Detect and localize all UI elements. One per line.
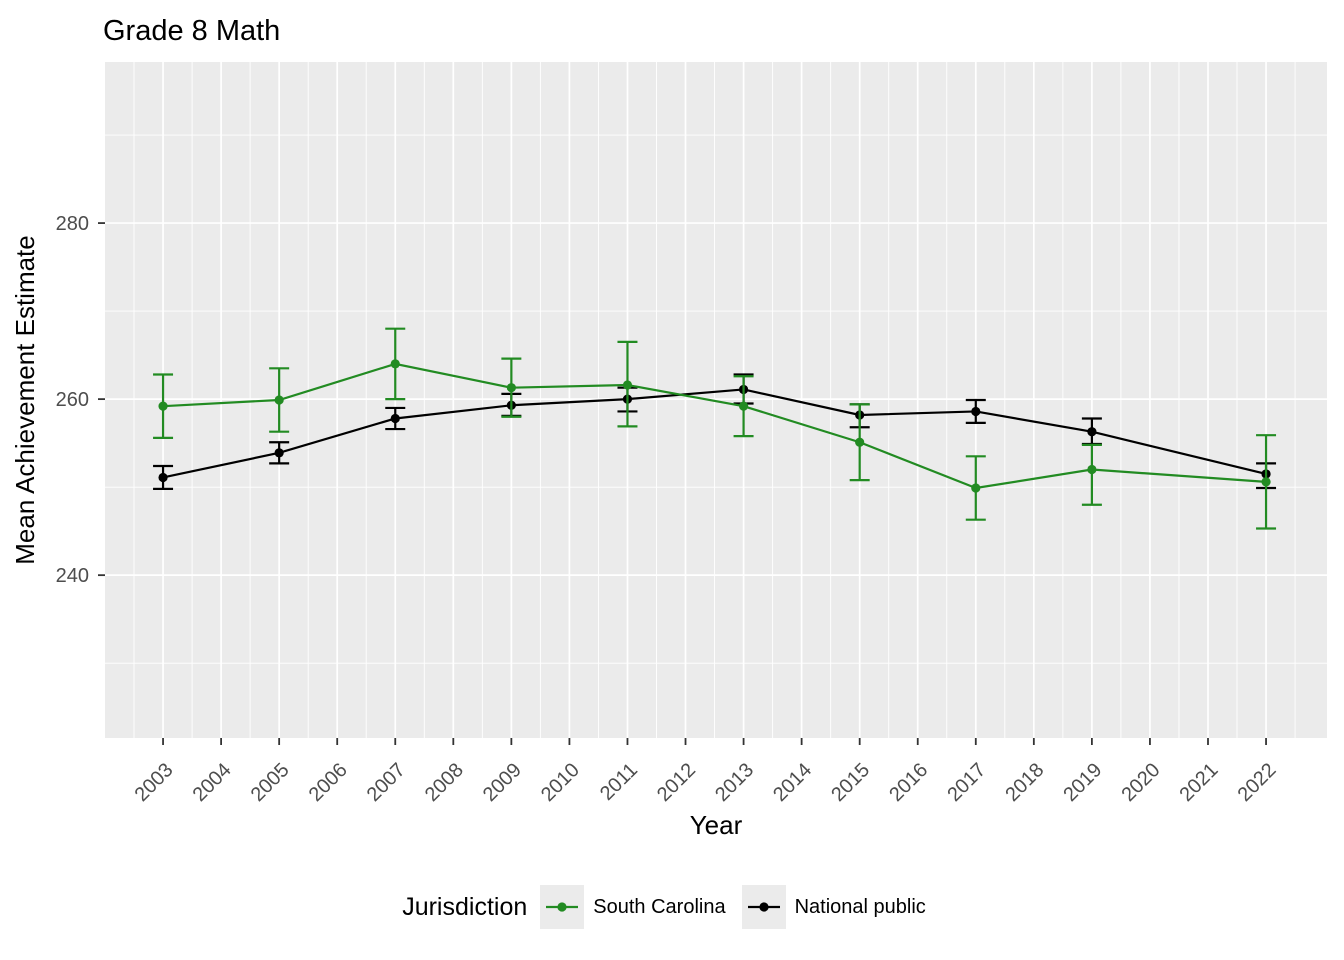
data-point: [158, 472, 168, 483]
data-point: [855, 437, 865, 447]
legend-key-south-carolina: [540, 885, 585, 929]
x-tick-label: 2018: [1001, 759, 1048, 806]
x-tick-label: 2005: [247, 759, 294, 806]
legend-entries: South Carolina National public: [540, 885, 942, 929]
data-point: [158, 401, 168, 411]
x-tick-label: 2012: [653, 759, 700, 806]
series-south-carolina: [153, 327, 1277, 530]
data-point: [390, 413, 400, 424]
legend-label: National public: [794, 895, 926, 918]
x-tick-label: 2013: [711, 759, 758, 806]
data-point: [622, 380, 633, 390]
x-tick-label: 2015: [827, 759, 874, 806]
series-line: [162, 362, 1267, 490]
x-tick-label: 2006: [305, 759, 352, 806]
x-tick-label: 2003: [131, 759, 178, 806]
legend-title: Jurisdiction: [402, 892, 528, 921]
x-tick-label: 2017: [943, 759, 990, 806]
panel-background: [105, 62, 1327, 738]
x-tick-label: 2014: [769, 759, 816, 806]
x-tick-label: 2019: [1059, 759, 1106, 806]
legend-point: [557, 902, 567, 912]
legend-label: South Carolina: [593, 895, 726, 918]
data-point: [971, 406, 981, 417]
legend-point: [758, 902, 769, 912]
x-tick-label: 2009: [479, 759, 526, 806]
x-axis-tick-labels: 2003 2004 2005 2006 2007 2008 2009 2010 2011 2012…: [131, 759, 1281, 806]
y-axis-tick-labels: 240 260 280: [56, 213, 89, 587]
y-tick-label: 260: [56, 389, 89, 411]
legend-key-national-public: [741, 885, 786, 929]
x-tick-label: 2010: [537, 759, 584, 806]
data-point: [1261, 477, 1271, 487]
data-point: [506, 383, 516, 393]
x-tick-label: 2007: [363, 759, 410, 806]
plot-title: Grade 8 Math: [103, 15, 280, 47]
data-point: [971, 483, 981, 493]
x-tick-label: 2011: [596, 759, 642, 805]
data-point: [1087, 464, 1097, 475]
y-tick-label: 240: [56, 565, 89, 587]
legend: Jurisdiction South Carolina National publ…: [0, 883, 1344, 931]
legend-glyph-icon: [546, 902, 579, 912]
x-axis-title: Year: [690, 810, 743, 840]
x-tick-label: 2016: [885, 759, 932, 806]
data-point: [274, 395, 284, 405]
data-point: [274, 448, 284, 458]
x-tick-label: 2022: [1234, 759, 1281, 806]
plot-canvas: 2003 2004 2005 2006 2007 2008 2009 2010 2011 2012…: [10, 15, 1327, 840]
x-tick-label: 2020: [1117, 759, 1164, 806]
data-point: [390, 359, 400, 369]
y-axis-title: Mean Achievement Estimate: [10, 235, 40, 565]
x-tick-label: 2021: [1176, 759, 1223, 806]
y-tick-label: 280: [56, 213, 89, 235]
legend-glyph-icon: [747, 902, 780, 912]
data-point: [738, 401, 749, 411]
axis-tick-marks: [98, 222, 1267, 745]
data-series: [153, 327, 1277, 530]
series-line: [162, 388, 1267, 479]
data-point: [1087, 427, 1097, 437]
x-tick-label: 2004: [189, 759, 236, 806]
x-tick-label: 2008: [421, 759, 468, 806]
